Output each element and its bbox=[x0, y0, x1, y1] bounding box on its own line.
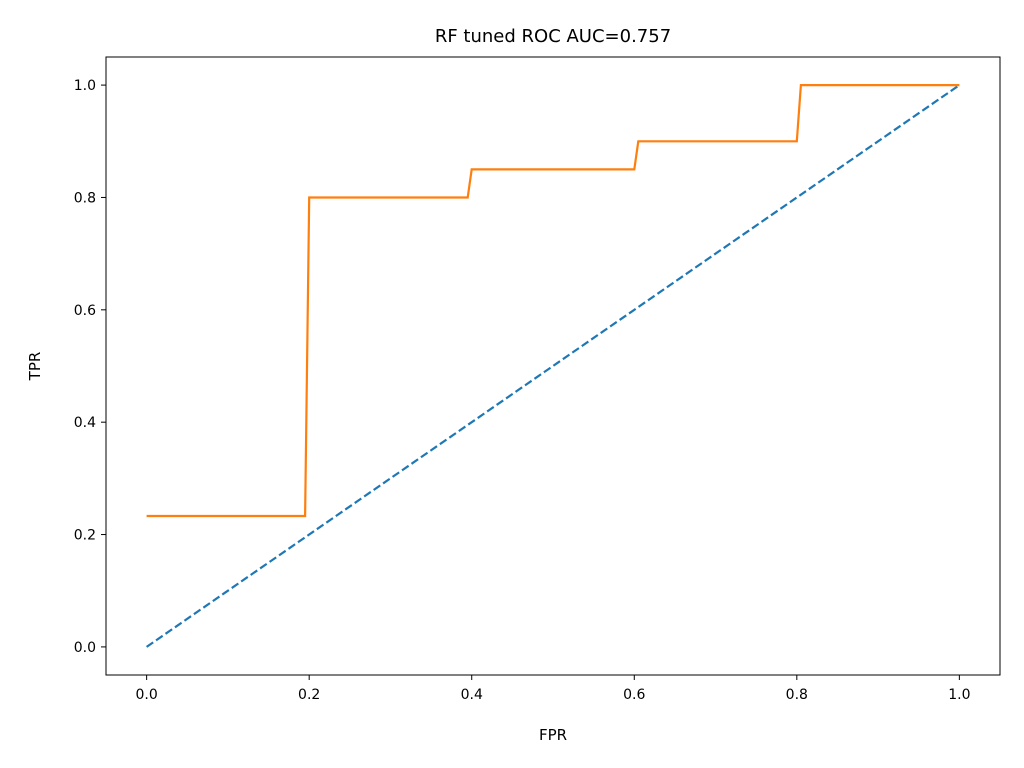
x-tick-label: 0.2 bbox=[298, 687, 320, 703]
x-axis-label: FPR bbox=[539, 726, 567, 744]
y-tick-label: 0.8 bbox=[74, 190, 96, 206]
plot-area bbox=[145, 83, 961, 648]
y-tick-label: 1.0 bbox=[74, 78, 96, 94]
y-tick-label: 0.0 bbox=[74, 640, 96, 656]
x-tick-label: 0.4 bbox=[461, 687, 483, 703]
x-tick-label: 0.0 bbox=[136, 687, 158, 703]
y-tick-label: 0.6 bbox=[74, 303, 96, 319]
chart-title: RF tuned ROC AUC=0.757 bbox=[435, 26, 671, 47]
series-line-1 bbox=[146, 83, 960, 518]
y-axis-label: TPR bbox=[26, 352, 44, 382]
y-tick-label: 0.4 bbox=[74, 415, 96, 431]
series-line-0 bbox=[145, 84, 961, 648]
x-tick-label: 1.0 bbox=[948, 687, 970, 703]
x-tick-label: 0.6 bbox=[623, 687, 645, 703]
x-tick-label: 0.8 bbox=[786, 687, 808, 703]
y-axis-ticks: 0.0 0.2 0.4 0.6 0.8 1.0 bbox=[74, 78, 106, 656]
x-axis-ticks: 0.0 0.2 0.4 0.6 0.8 1.0 bbox=[136, 675, 970, 703]
plot-frame bbox=[105, 56, 1001, 676]
y-tick-label: 0.2 bbox=[74, 528, 96, 544]
